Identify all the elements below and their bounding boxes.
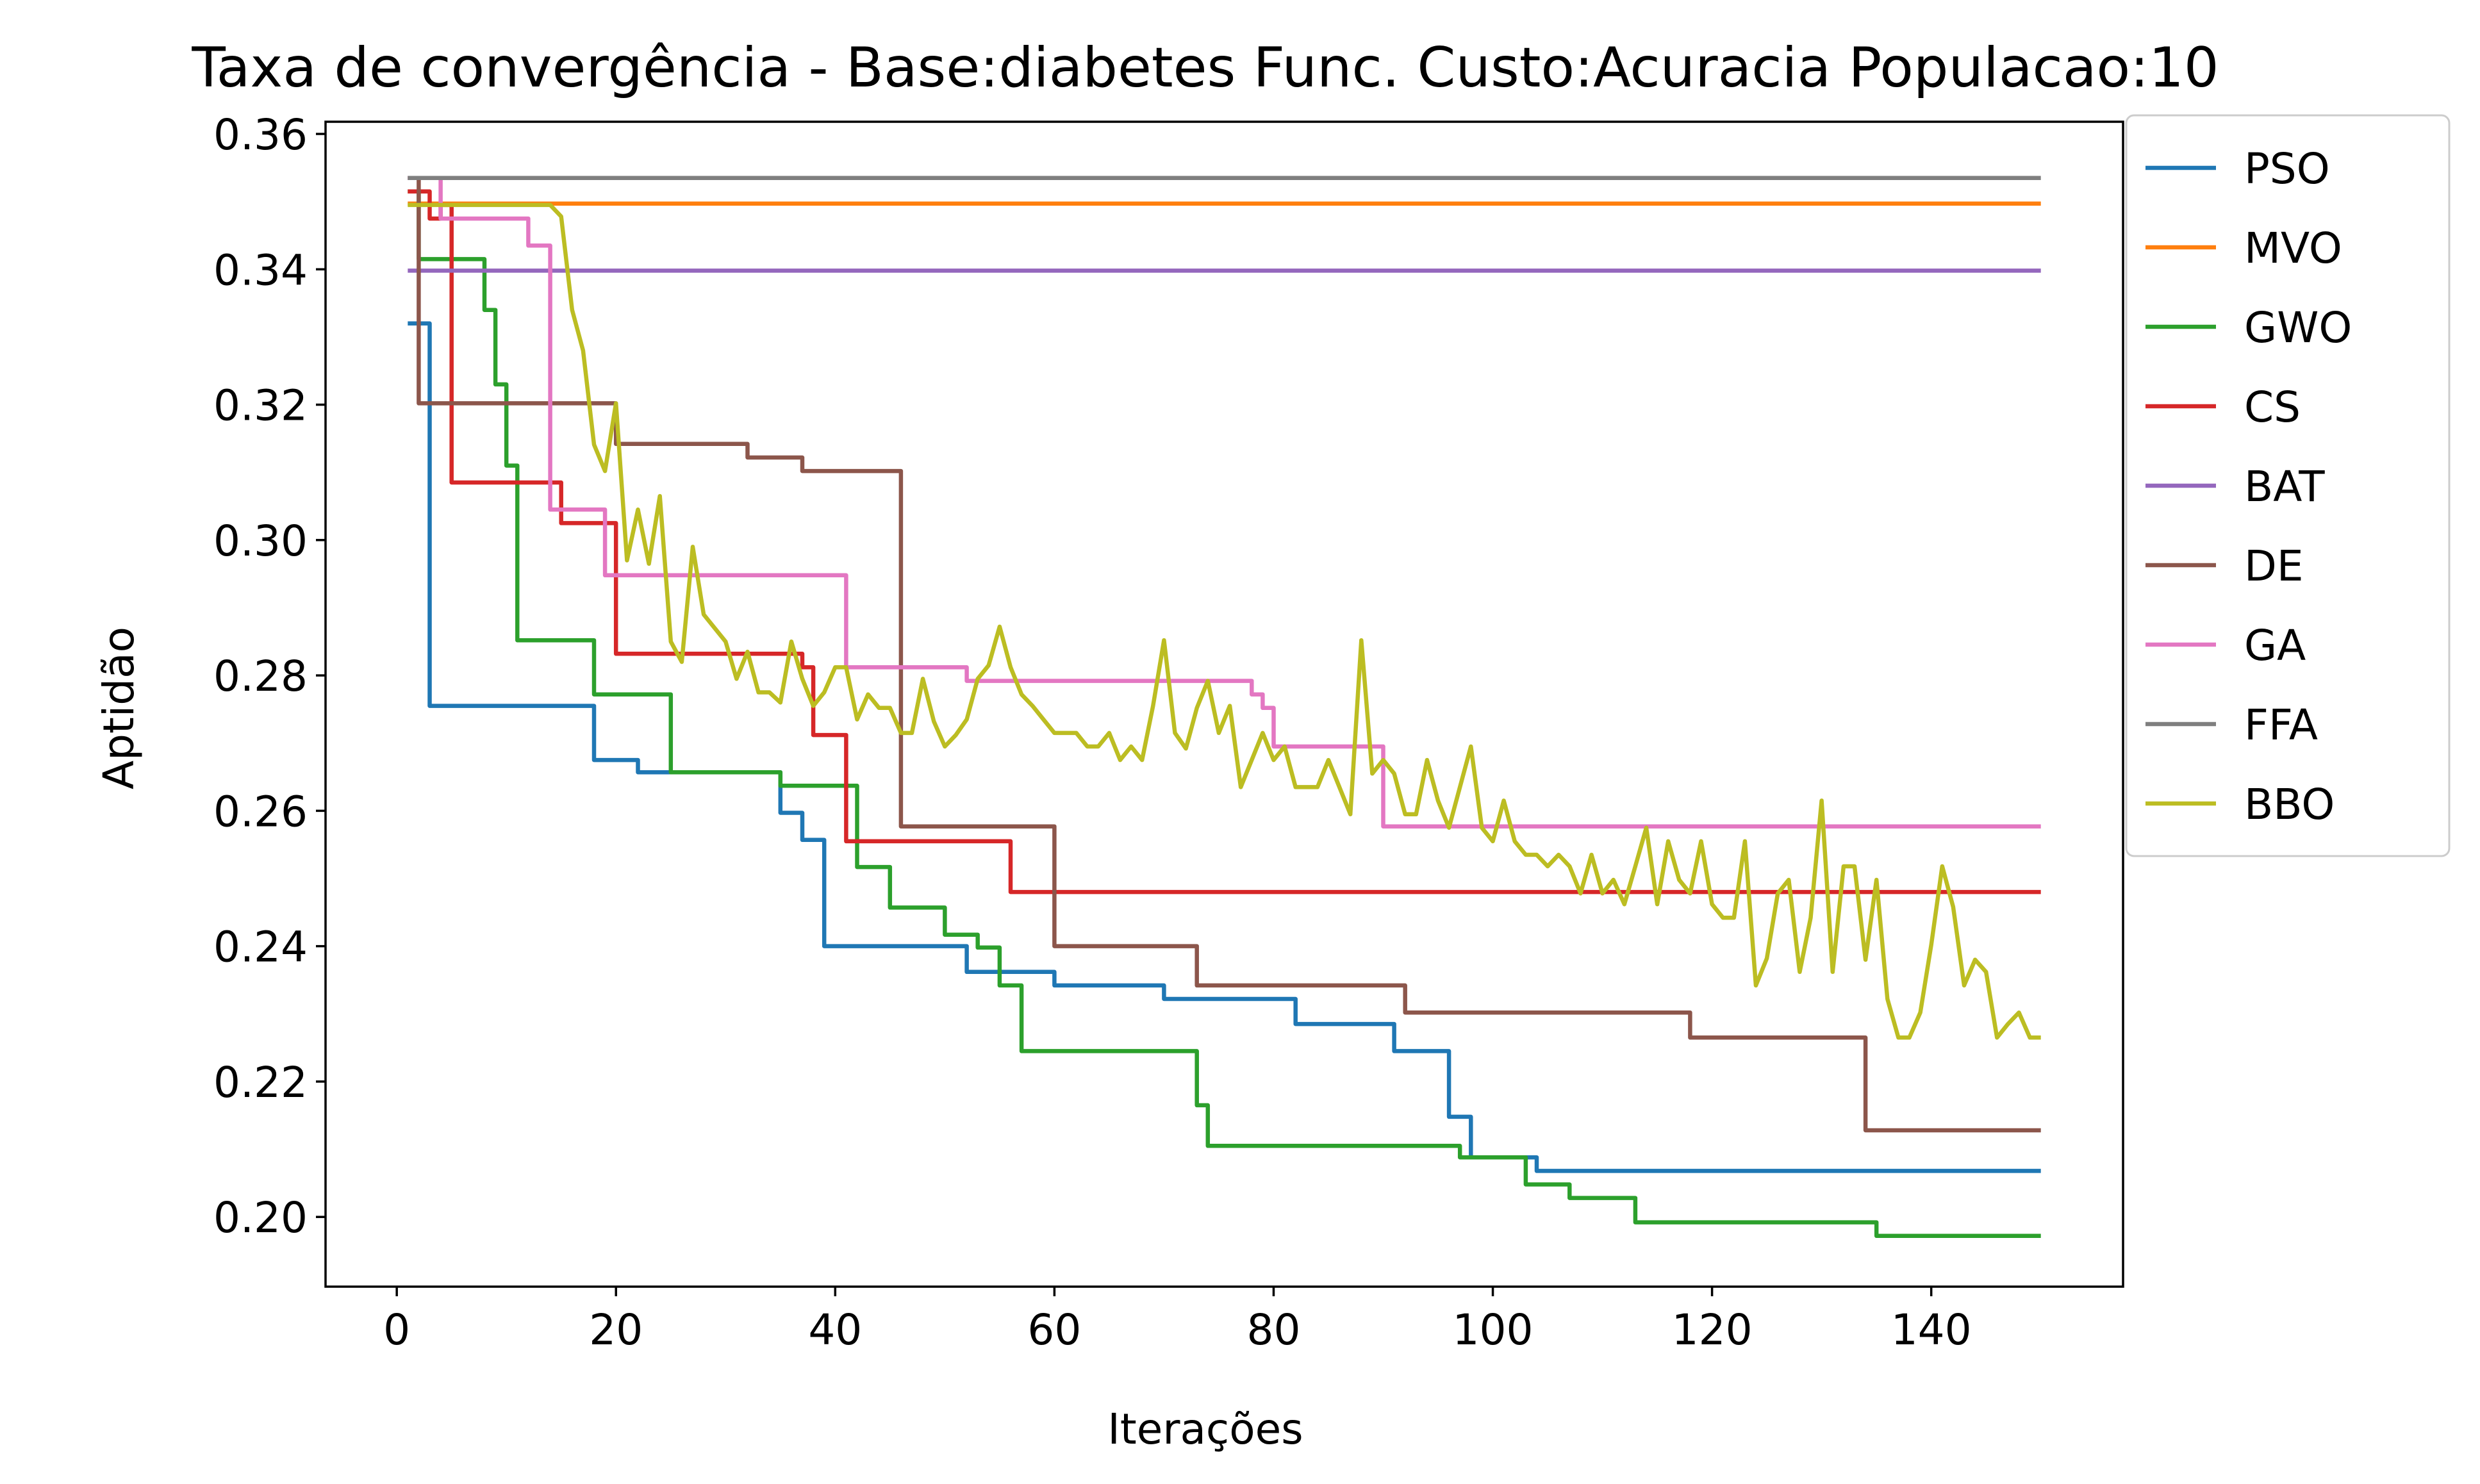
x-tick-label: 140 — [1891, 1305, 1972, 1355]
series-lines — [408, 176, 2041, 1239]
legend-label-pso: PSO — [2244, 144, 2330, 194]
y-tick-label: 0.32 — [213, 381, 308, 431]
series-line-bbo — [408, 202, 2041, 1040]
y-tick-label: 0.34 — [213, 245, 308, 295]
legend-box — [2125, 114, 2451, 857]
series-line-pso — [408, 321, 2041, 1173]
series-line-gwo — [408, 189, 2041, 1239]
x-tick-label: 100 — [1453, 1305, 1533, 1355]
x-tick-label: 60 — [1027, 1305, 1081, 1355]
x-axis-label: Iterações — [1107, 1405, 1303, 1454]
series-line-ga — [408, 176, 2041, 829]
legend-label-bat: BAT — [2244, 462, 2325, 511]
plot-frame — [324, 120, 2124, 1288]
legend-label-ga: GA — [2244, 621, 2306, 670]
x-tick-label: 80 — [1246, 1305, 1300, 1355]
x-tick-label: 20 — [589, 1305, 643, 1355]
y-tick-label: 0.20 — [213, 1193, 308, 1242]
legend-label-de: DE — [2244, 541, 2304, 591]
legend-label-gwo: GWO — [2244, 303, 2352, 352]
legend: PSO MVO GWO CS BAT DE GA FFA BBO — [2125, 114, 2451, 857]
x-tick-label: 120 — [1672, 1305, 1753, 1355]
legend-label-ffa: FFA — [2244, 700, 2318, 750]
x-tick-label: 0 — [383, 1305, 410, 1355]
chart-title: Taxa de convergência - Base:diabetes Fun… — [191, 36, 2219, 100]
x-tick-label: 40 — [808, 1305, 862, 1355]
y-tick-label: 0.24 — [213, 923, 308, 972]
y-tick-label: 0.30 — [213, 516, 308, 566]
y-tick-label: 0.36 — [213, 110, 308, 160]
legend-label-cs: CS — [2244, 383, 2301, 432]
legend-label-bbo: BBO — [2244, 780, 2335, 829]
y-tick-label: 0.26 — [213, 787, 308, 836]
y-tick-label: 0.22 — [213, 1058, 308, 1107]
y-axis-label: Aptidão — [94, 627, 144, 789]
y-tick-label: 0.28 — [213, 652, 308, 701]
plot-area: 0 20 40 60 80 100 120 140 0.20 0.22 0.24 0.26 0.28 0.… — [213, 110, 2124, 1355]
legend-label-mvo: MVO — [2244, 224, 2342, 273]
series-line-de — [408, 176, 2041, 1133]
